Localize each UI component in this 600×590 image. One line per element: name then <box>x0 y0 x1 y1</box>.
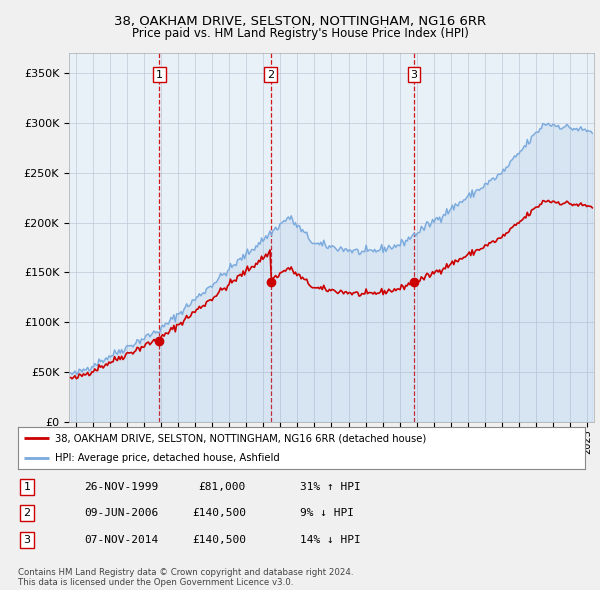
Text: 14% ↓ HPI: 14% ↓ HPI <box>300 535 361 545</box>
Text: HPI: Average price, detached house, Ashfield: HPI: Average price, detached house, Ashf… <box>55 453 280 463</box>
Text: 1: 1 <box>23 482 31 491</box>
Text: 3: 3 <box>23 535 31 545</box>
Text: £140,500: £140,500 <box>192 535 246 545</box>
Text: 2: 2 <box>23 509 31 518</box>
Text: Price paid vs. HM Land Registry's House Price Index (HPI): Price paid vs. HM Land Registry's House … <box>131 27 469 40</box>
Text: 1: 1 <box>156 70 163 80</box>
Text: 07-NOV-2014: 07-NOV-2014 <box>84 535 158 545</box>
Text: 9% ↓ HPI: 9% ↓ HPI <box>300 509 354 518</box>
Text: 3: 3 <box>410 70 418 80</box>
Text: 38, OAKHAM DRIVE, SELSTON, NOTTINGHAM, NG16 6RR: 38, OAKHAM DRIVE, SELSTON, NOTTINGHAM, N… <box>114 15 486 28</box>
Text: £81,000: £81,000 <box>199 482 246 491</box>
Text: Contains HM Land Registry data © Crown copyright and database right 2024.
This d: Contains HM Land Registry data © Crown c… <box>18 568 353 587</box>
Text: 26-NOV-1999: 26-NOV-1999 <box>84 482 158 491</box>
Text: 38, OAKHAM DRIVE, SELSTON, NOTTINGHAM, NG16 6RR (detached house): 38, OAKHAM DRIVE, SELSTON, NOTTINGHAM, N… <box>55 433 426 443</box>
Text: £140,500: £140,500 <box>192 509 246 518</box>
Text: 2: 2 <box>267 70 274 80</box>
Text: 09-JUN-2006: 09-JUN-2006 <box>84 509 158 518</box>
Text: 31% ↑ HPI: 31% ↑ HPI <box>300 482 361 491</box>
